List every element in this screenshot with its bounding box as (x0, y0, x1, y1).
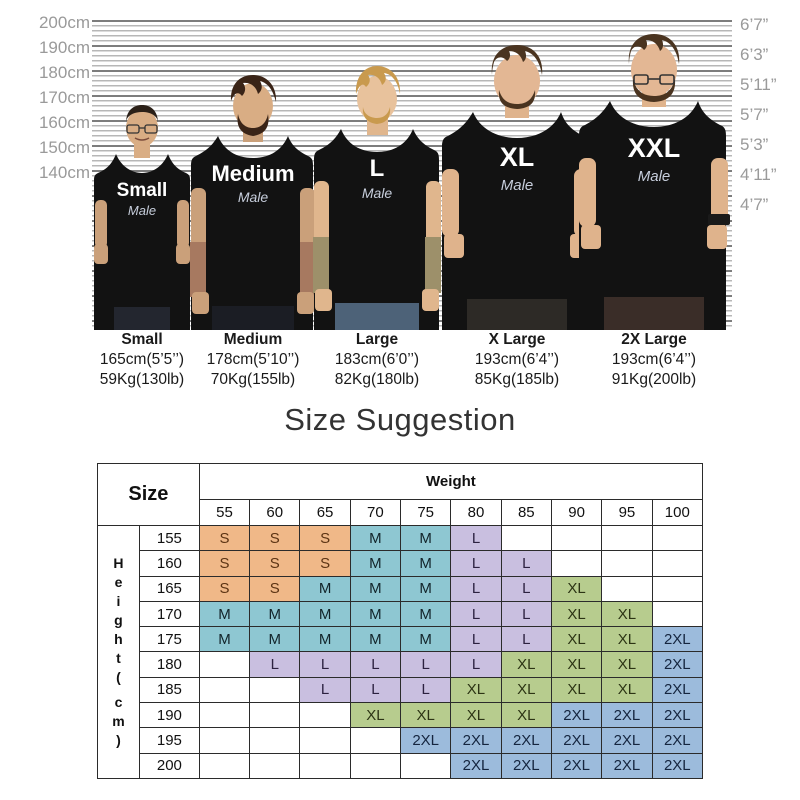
svg-text:XXL: XXL (628, 133, 681, 163)
svg-text:XL: XL (500, 142, 535, 172)
svg-text:Small: Small (117, 180, 168, 201)
svg-text:Male: Male (638, 168, 671, 185)
svg-text:Medium: Medium (211, 161, 294, 186)
svg-text:L: L (370, 155, 385, 182)
svg-text:Male: Male (501, 177, 534, 194)
svg-text:Male: Male (362, 185, 393, 201)
svg-text:Male: Male (128, 203, 156, 218)
svg-text:Male: Male (238, 189, 269, 205)
